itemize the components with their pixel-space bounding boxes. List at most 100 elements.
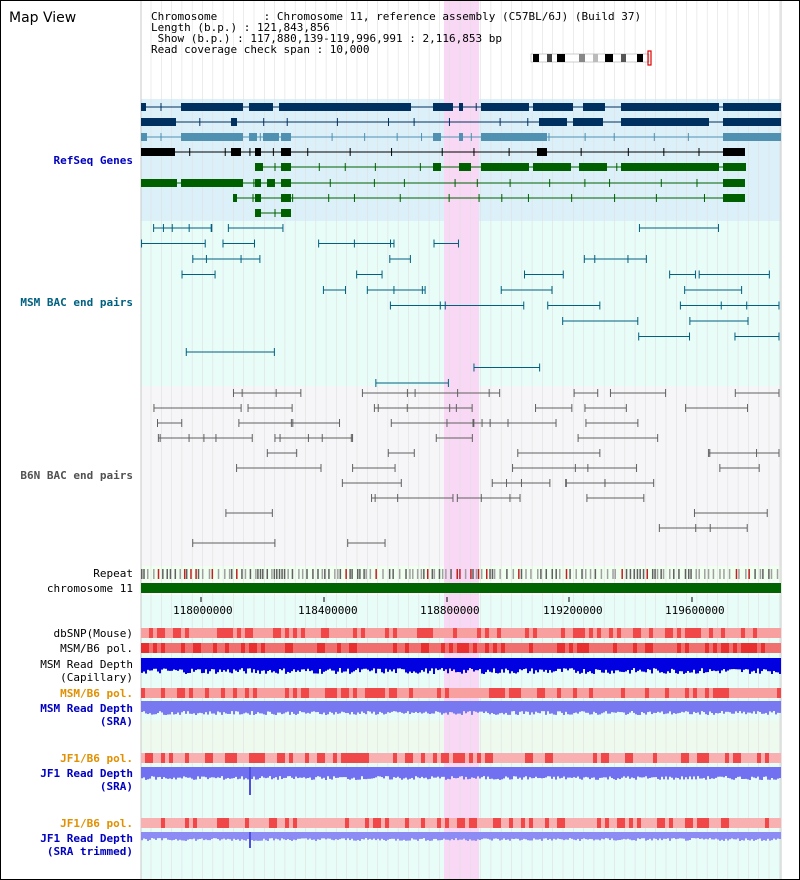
- read-depth-bar: [471, 701, 473, 715]
- read-depth-bar: [239, 658, 241, 670]
- read-depth-bar: [339, 767, 341, 778]
- read-depth-bar: [413, 701, 415, 713]
- polymorphism-heat-cell: [233, 753, 237, 763]
- read-depth-bar: [611, 832, 613, 839]
- read-depth-bar: [151, 701, 153, 715]
- read-depth-bar: [625, 701, 627, 715]
- polymorphism-heat-cell: [173, 753, 177, 763]
- read-depth-bar: [607, 658, 609, 673]
- polymorphism-heat-cell: [617, 688, 621, 698]
- read-depth-bar: [459, 658, 461, 673]
- read-depth-bar: [641, 767, 643, 778]
- read-depth-bar: [661, 701, 663, 712]
- polymorphism-heat-cell: [253, 818, 257, 828]
- read-depth-bar: [711, 832, 713, 840]
- polymorphism-heat-cell: [545, 628, 549, 638]
- read-depth-bar: [659, 658, 661, 673]
- polymorphism-heat-cell: [453, 643, 457, 653]
- polymorphism-heat-cell: [437, 753, 441, 763]
- read-depth-bar: [367, 701, 369, 712]
- read-depth-bar: [521, 658, 523, 671]
- gene-exon-block: [231, 118, 237, 126]
- read-depth-bar: [727, 832, 729, 841]
- repeat-mark: [339, 569, 342, 579]
- polymorphism-heat-cell: [697, 818, 701, 828]
- polymorphism-heat-cell: [553, 753, 557, 763]
- read-depth-bar: [537, 832, 539, 840]
- read-depth-bar: [387, 658, 389, 672]
- read-depth-bar: [573, 658, 575, 670]
- read-depth-bar: [415, 767, 417, 777]
- read-depth-bar: [663, 701, 665, 715]
- polymorphism-heat-cell: [585, 643, 589, 653]
- read-depth-bar: [309, 767, 311, 778]
- polymorphism-heat-cell: [233, 643, 237, 653]
- repeat-mark: [426, 569, 429, 579]
- read-depth-bar: [349, 832, 351, 841]
- read-depth-bar: [511, 658, 513, 672]
- polymorphism-heat-cell: [777, 818, 781, 828]
- polymorphism-heat-cell: [565, 643, 569, 653]
- polymorphism-heat-cell: [465, 628, 469, 638]
- polymorphism-heat-cell: [249, 628, 253, 638]
- polymorphism-heat-cell: [485, 818, 489, 828]
- polymorphism-heat-cell: [453, 688, 457, 698]
- read-depth-bar: [143, 701, 145, 712]
- polymorphism-heat-cell: [173, 818, 177, 828]
- read-depth-bar: [269, 767, 271, 777]
- read-depth-bar: [741, 832, 743, 841]
- polymorphism-heat-cell: [209, 818, 213, 828]
- read-depth-bar: [779, 701, 781, 713]
- read-depth-bar: [307, 832, 309, 840]
- refseq-genes-label[interactable]: RefSeq Genes: [53, 154, 133, 167]
- read-depth-bar: [681, 701, 683, 712]
- read-depth-bar: [717, 767, 719, 777]
- read-depth-bar: [409, 832, 411, 841]
- read-depth-bar: [213, 832, 215, 839]
- read-depth-bar: [187, 832, 189, 840]
- read-depth-bar: [453, 767, 455, 778]
- read-depth-bar: [593, 658, 595, 674]
- read-depth-bar: [633, 658, 635, 669]
- read-depth-bar: [405, 701, 407, 713]
- polymorphism-heat-cell: [389, 753, 393, 763]
- read-depth-bar: [391, 658, 393, 672]
- polymorphism-heat-cell: [713, 753, 717, 763]
- read-depth-bar: [161, 832, 163, 841]
- gene-exon-block: [759, 133, 781, 141]
- read-depth-bar: [191, 658, 193, 669]
- polymorphism-heat-cell: [173, 643, 177, 653]
- repeat-mark: [569, 569, 571, 579]
- read-depth-bar: [531, 701, 533, 713]
- read-depth-bar: [473, 658, 475, 672]
- read-depth-bar: [157, 767, 159, 778]
- read-depth-bar: [709, 701, 711, 712]
- read-depth-bar: [447, 767, 449, 779]
- polymorphism-heat-cell: [729, 628, 733, 638]
- read-depth-bar: [473, 767, 475, 778]
- repeat-mark: [266, 569, 269, 579]
- read-depth-bar: [323, 832, 325, 839]
- read-depth-bar: [777, 832, 779, 839]
- polymorphism-heat-cell: [661, 643, 665, 653]
- read-depth-bar: [601, 832, 603, 839]
- polymorphism-heat-cell: [373, 753, 377, 763]
- read-depth-bar: [351, 701, 353, 712]
- read-depth-bar: [259, 832, 261, 841]
- polymorphism-heat-cell: [397, 688, 401, 698]
- read-depth-bar: [299, 767, 301, 778]
- polymorphism-heat-cell: [473, 818, 477, 828]
- polymorphism-heat-cell: [145, 643, 149, 653]
- read-depth-bar: [547, 832, 549, 840]
- polymorphism-heat-cell: [549, 628, 553, 638]
- polymorphism-heat-cell: [617, 753, 621, 763]
- msm-bac-label[interactable]: MSM BAC end pairs: [20, 296, 133, 309]
- b6n-bac-label[interactable]: B6N BAC end pairs: [20, 469, 133, 482]
- polymorphism-heat-cell: [217, 643, 221, 653]
- read-depth-bar: [679, 832, 681, 839]
- read-depth-bar: [455, 658, 457, 673]
- read-depth-bar: [615, 767, 617, 780]
- read-depth-bar: [179, 767, 181, 778]
- polymorphism-heat-cell: [757, 643, 761, 653]
